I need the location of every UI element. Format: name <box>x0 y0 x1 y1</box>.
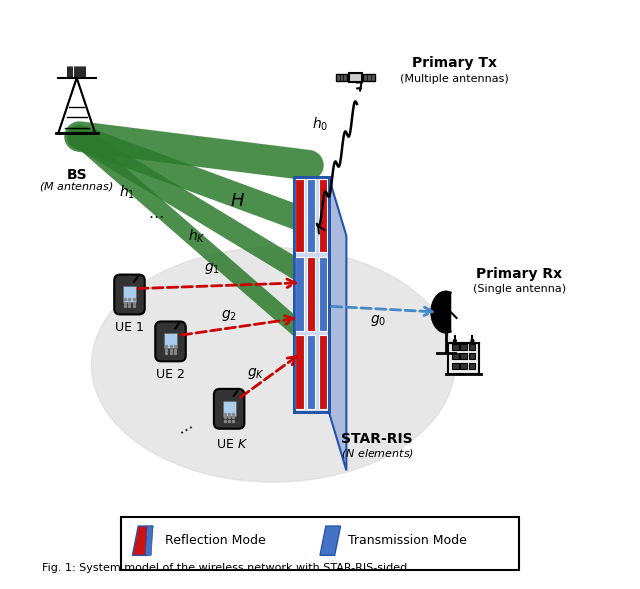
FancyBboxPatch shape <box>452 353 459 359</box>
Text: UE 1: UE 1 <box>115 321 144 334</box>
FancyBboxPatch shape <box>364 74 374 81</box>
Text: $H$: $H$ <box>230 191 246 210</box>
Polygon shape <box>320 526 340 555</box>
Text: $g_K$: $g_K$ <box>246 366 264 381</box>
Text: $h_K$: $h_K$ <box>188 227 206 244</box>
Bar <box>296 335 303 409</box>
Bar <box>307 335 316 409</box>
Text: (Single antenna): (Single antenna) <box>473 284 566 294</box>
Bar <box>319 257 327 330</box>
FancyBboxPatch shape <box>448 343 479 374</box>
Text: Primary Rx: Primary Rx <box>476 267 563 281</box>
FancyBboxPatch shape <box>349 73 362 82</box>
Circle shape <box>453 339 456 342</box>
Bar <box>319 179 327 253</box>
Ellipse shape <box>92 247 455 482</box>
Polygon shape <box>431 292 451 333</box>
Text: Primary Tx: Primary Tx <box>412 56 497 70</box>
FancyBboxPatch shape <box>468 343 475 350</box>
FancyBboxPatch shape <box>123 286 136 302</box>
FancyBboxPatch shape <box>452 363 459 369</box>
Text: $g_2$: $g_2$ <box>221 307 237 323</box>
FancyBboxPatch shape <box>452 343 459 350</box>
Polygon shape <box>329 177 346 471</box>
Bar <box>319 335 327 409</box>
Text: $h_0$: $h_0$ <box>312 116 328 133</box>
Circle shape <box>471 339 474 342</box>
Bar <box>296 179 303 253</box>
FancyBboxPatch shape <box>460 353 467 359</box>
FancyBboxPatch shape <box>468 353 475 359</box>
FancyBboxPatch shape <box>114 274 145 315</box>
FancyBboxPatch shape <box>156 322 186 361</box>
Text: ($M$ antennas): ($M$ antennas) <box>40 180 114 193</box>
FancyBboxPatch shape <box>460 363 467 369</box>
FancyBboxPatch shape <box>468 363 475 369</box>
Bar <box>296 257 303 330</box>
Text: UE 2: UE 2 <box>156 368 185 380</box>
FancyBboxPatch shape <box>460 343 467 350</box>
Text: $h_1$: $h_1$ <box>118 183 134 201</box>
Text: Fig. 1: System model of the wireless network with STAR-RIS-sided: Fig. 1: System model of the wireless net… <box>42 563 407 573</box>
Text: $\cdots$: $\cdots$ <box>148 208 164 223</box>
Text: STAR-RIS: STAR-RIS <box>340 432 412 446</box>
Text: $g_1$: $g_1$ <box>204 260 220 276</box>
Bar <box>307 257 316 330</box>
Text: $g_0$: $g_0$ <box>371 313 387 329</box>
FancyBboxPatch shape <box>223 401 236 416</box>
Text: Reflection Mode: Reflection Mode <box>164 534 266 547</box>
Polygon shape <box>145 526 153 555</box>
Text: UE $K$: UE $K$ <box>216 438 248 451</box>
Text: Transmission Mode: Transmission Mode <box>348 534 467 547</box>
Polygon shape <box>294 177 329 412</box>
Bar <box>307 179 316 253</box>
FancyBboxPatch shape <box>214 389 244 429</box>
Polygon shape <box>132 526 153 555</box>
Text: BS: BS <box>67 168 87 183</box>
Text: ($N$ elements): ($N$ elements) <box>340 447 413 460</box>
FancyBboxPatch shape <box>336 74 347 81</box>
Text: $\cdots$: $\cdots$ <box>175 419 196 439</box>
Text: (Multiple antennas): (Multiple antennas) <box>401 74 509 84</box>
FancyBboxPatch shape <box>164 333 177 349</box>
FancyBboxPatch shape <box>121 517 519 570</box>
